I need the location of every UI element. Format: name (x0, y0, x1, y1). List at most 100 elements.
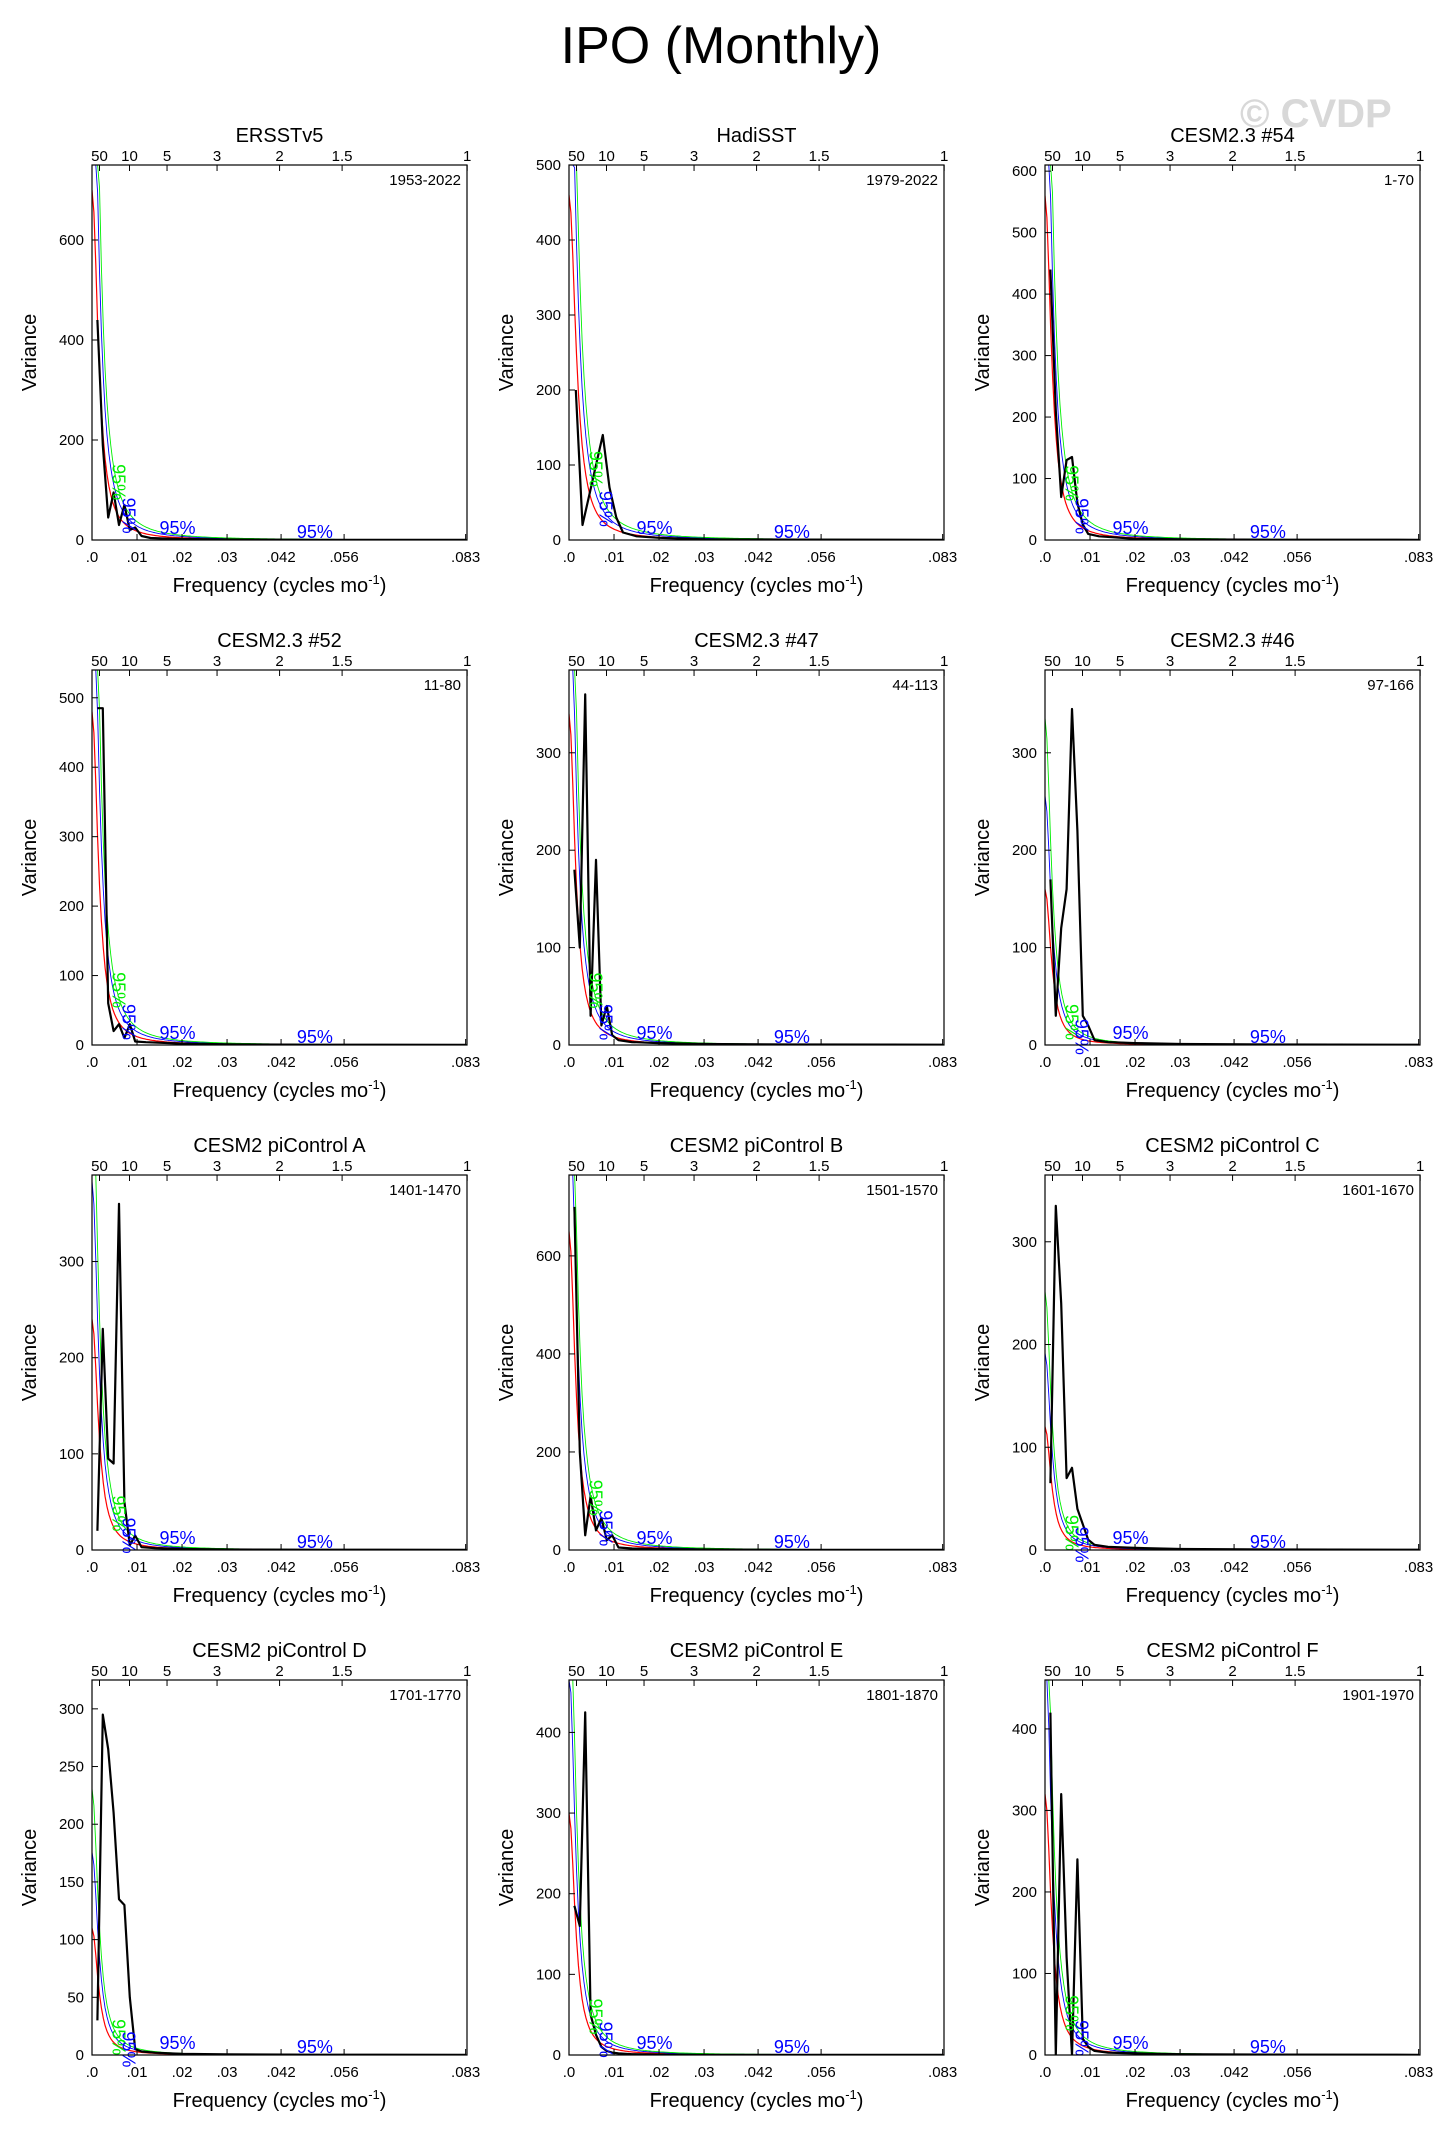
x-tick-label: .0 (86, 549, 99, 566)
y-tick-label: 100 (1012, 1965, 1037, 1982)
x-axis-label: Frequency (cycles mo-1) (650, 2087, 864, 2112)
x-tick-label: .083 (928, 2064, 957, 2081)
y-axis-label: Variance (972, 314, 994, 391)
significance-label: 95% (774, 522, 810, 542)
significance-label: 95% (1250, 1027, 1286, 1047)
significance-label: 95% (160, 1528, 196, 1548)
significance-label: 95% (774, 2037, 810, 2057)
x-tick-label: .056 (806, 549, 835, 566)
spectrum-line (1049, 1204, 1419, 1550)
significance-95-curve (92, 670, 467, 1045)
red-noise-curve (1045, 195, 1420, 540)
period-tick-label: 1.5 (809, 148, 830, 165)
spectrum-line (573, 693, 943, 1045)
x-tick-label: .01 (127, 2064, 148, 2081)
spectrum-line (97, 707, 466, 1045)
significance-label: 95% (637, 2033, 673, 2053)
y-tick-label: 200 (536, 1444, 561, 1461)
spectrum-line (1049, 707, 1419, 1045)
spectrum-line (96, 319, 466, 540)
period-tick-label: 2 (752, 653, 760, 670)
curves (1045, 1680, 1420, 2055)
chart-title: HadiSST (716, 125, 796, 147)
curves (1045, 165, 1420, 540)
significance-99-curve (1045, 165, 1420, 540)
red-noise-curve (92, 711, 467, 1045)
x-tick-label: .02 (172, 1559, 193, 1576)
x-tick-label: .042 (743, 2064, 772, 2081)
y-axis-label: Variance (19, 314, 41, 391)
significance-label: 95% (1113, 2033, 1149, 2053)
significance-95-curve (1045, 1352, 1420, 1550)
significance-99-curve (92, 165, 467, 540)
y-tick-label: 100 (59, 1446, 84, 1463)
period-tick-label: 1 (463, 1663, 471, 1680)
period-label: 1953-2022 (389, 172, 461, 189)
chart-title: CESM2.3 #54 (1170, 125, 1295, 147)
period-tick-label: 1 (463, 1158, 471, 1175)
y-tick-label: 400 (1012, 286, 1037, 303)
period-tick-label: 1.5 (1285, 1663, 1306, 1680)
figure-title: IPO (Monthly) (560, 17, 882, 75)
chart-title: CESM2 piControl C (1145, 1135, 1320, 1157)
significance-95-curve (569, 1175, 944, 1550)
spectrum-line (574, 389, 943, 540)
plot-frame (91, 1679, 468, 2056)
period-tick-label: 5 (163, 1158, 171, 1175)
y-tick-label: 150 (59, 1874, 84, 1891)
x-tick-label: .056 (329, 1054, 358, 1071)
significance-label: 95% (1072, 2020, 1092, 2056)
significance-label: 95% (297, 1027, 333, 1047)
curves (569, 165, 944, 540)
x-tick-label: .042 (1219, 549, 1248, 566)
red-noise-curve (92, 1927, 467, 2055)
period-tick-label: 1 (463, 148, 471, 165)
plot-frame (91, 164, 468, 541)
x-tick-label: .01 (127, 1559, 148, 1576)
x-tick-label: .03 (694, 1054, 715, 1071)
y-tick-label: 600 (59, 232, 84, 249)
period-tick-label: 10 (1074, 1663, 1091, 1680)
period-tick-label: 50 (1044, 1663, 1061, 1680)
period-label: 44-113 (892, 677, 938, 694)
y-tick-label: 500 (59, 690, 84, 707)
x-axis-label: Frequency (cycles mo-1) (650, 1077, 864, 1102)
significance-label: 95% (1061, 1995, 1081, 2031)
x-tick-label: .0 (1039, 1559, 1052, 1576)
significance-label: 95% (585, 973, 605, 1009)
period-tick-label: 50 (91, 1663, 108, 1680)
period-tick-label: 1.5 (809, 653, 830, 670)
significance-label: 95% (1113, 518, 1149, 538)
significance-label: 95% (1250, 1532, 1286, 1552)
y-tick-label: 500 (1012, 225, 1037, 242)
y-tick-label: 200 (536, 1886, 561, 1903)
x-tick-label: .056 (1282, 1559, 1311, 1576)
period-label: 11-80 (424, 677, 461, 694)
period-tick-label: 2 (1228, 148, 1236, 165)
period-tick-label: 50 (568, 653, 585, 670)
period-tick-label: 10 (1074, 148, 1091, 165)
period-tick-label: 3 (1166, 1663, 1174, 1680)
y-tick-label: 50 (67, 1989, 84, 2006)
y-axis-label: Variance (19, 819, 41, 896)
significance-label: 95% (1250, 2037, 1286, 2057)
period-tick-label: 1 (463, 653, 471, 670)
y-tick-label: 100 (59, 968, 84, 985)
x-axis-label: Frequency (cycles mo-1) (1126, 2087, 1340, 2112)
x-tick-label: .03 (694, 1559, 715, 1576)
plot-frame (568, 669, 945, 1046)
period-tick-label: 1.5 (332, 653, 353, 670)
x-tick-label: .01 (127, 549, 148, 566)
plot-frame (568, 164, 945, 541)
significance-label: 95% (596, 1004, 616, 1040)
period-tick-label: 10 (121, 1158, 138, 1175)
period-tick-label: 50 (568, 1663, 585, 1680)
period-label: 1501-1570 (866, 1182, 938, 1199)
x-tick-label: .03 (1170, 2064, 1191, 2081)
y-tick-label: 200 (536, 382, 561, 399)
significance-label: 95% (108, 1496, 128, 1532)
curves (569, 670, 944, 1045)
period-tick-label: 1.5 (809, 1663, 830, 1680)
period-tick-label: 3 (213, 148, 221, 165)
